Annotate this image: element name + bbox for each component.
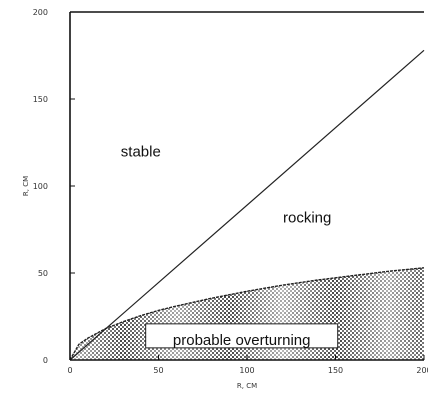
x-tick-label: 150: [328, 366, 343, 375]
plot-area: [69, 49, 425, 361]
y-tick-label: 150: [33, 95, 48, 104]
y-tick-label: 50: [38, 269, 48, 278]
annotations: stable rocking probable overturning: [121, 143, 339, 349]
region-label-box: [145, 323, 339, 349]
axes: 0 50 100 150 200 0 50 100 150 200 R, CM R, CM: [22, 8, 428, 390]
x-tick-label: 200: [416, 366, 428, 375]
x-axis-label: R, CM: [237, 382, 257, 390]
y-tick-label: 200: [33, 8, 48, 17]
region-label-rocking: rocking: [283, 210, 331, 227]
region-label-overturning: probable overturning: [173, 332, 311, 349]
y-axis-label: R, CM: [22, 176, 30, 196]
region-label-stable: stable: [121, 143, 161, 160]
x-tick-label: 50: [153, 366, 163, 375]
y-tick-label: 100: [33, 182, 48, 191]
y-tick-label: 0: [43, 356, 48, 365]
x-tick-label: 100: [239, 366, 254, 375]
stable-rocking-boundary-line: [69, 49, 425, 361]
x-tick-label: 0: [67, 366, 72, 375]
